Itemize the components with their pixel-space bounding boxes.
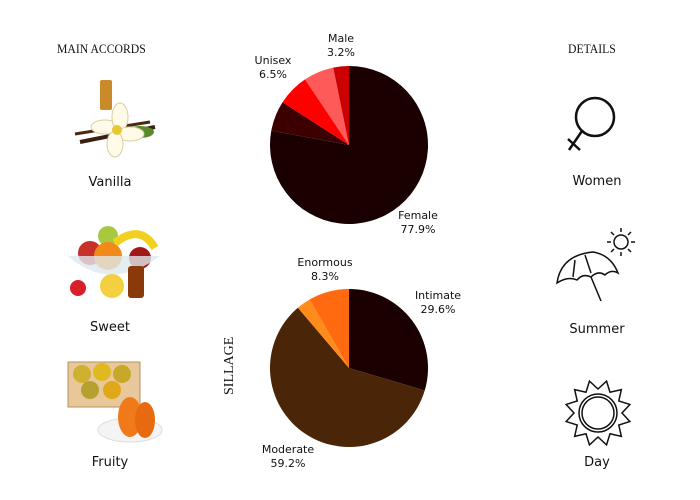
pie-label-intimate: Intimate 29.6% <box>408 289 468 317</box>
label-text: Unisex <box>254 54 292 67</box>
detail-women-label: Women <box>572 174 622 189</box>
umbrella-sun-icon <box>556 228 635 302</box>
female-symbol-icon <box>567 96 616 151</box>
pie-slice-moderate <box>270 307 425 447</box>
value-text: 3.2% <box>327 46 355 59</box>
value-text: 59.2% <box>270 457 306 470</box>
accord-sweet-label: Sweet <box>90 320 130 335</box>
pie-slice-unlabeled-3 <box>305 67 349 145</box>
pie-label-male: Male 3.2% <box>316 32 366 60</box>
papaya-crate-image <box>67 361 163 443</box>
label-text: Moderate <box>261 443 315 456</box>
pie-slice-male <box>333 66 349 145</box>
vanilla-flower-image <box>74 80 156 158</box>
detail-day-label: Day <box>584 455 610 470</box>
sun-icon <box>564 379 632 447</box>
accord-fruity-label: Fruity <box>91 455 129 470</box>
pie-label-female: Female 77.9% <box>393 209 443 237</box>
label-text: Female <box>398 209 438 222</box>
pie-label-unisex: Unisex 6.5% <box>248 54 298 82</box>
value-text: 8.3% <box>311 270 339 283</box>
value-text: 29.6% <box>420 303 456 316</box>
value-text: 6.5% <box>259 68 287 81</box>
pie-slice-unlabeled-1 <box>271 102 349 145</box>
label-text: Intimate <box>414 289 462 302</box>
label-text: Enormous <box>297 256 353 269</box>
pie-label-enormous: Enormous 8.3% <box>290 256 360 284</box>
main-accords-title: MAIN ACCORDS <box>57 41 146 56</box>
accord-vanilla-label: Vanilla <box>88 175 132 190</box>
pie-slice-intimate <box>349 289 428 391</box>
pie-label-moderate: Moderate 59.2% <box>258 443 318 471</box>
detail-summer-label: Summer <box>569 322 625 337</box>
pie-slice-enormous <box>309 289 349 368</box>
details-title: DETAILS <box>568 41 616 56</box>
sillage-title: SILLAGE <box>222 336 237 395</box>
label-text: Male <box>327 32 355 45</box>
value-text: 77.9% <box>400 223 436 236</box>
fruit-bowl-image <box>68 226 160 298</box>
pie-slice-unlabeled-2 <box>297 299 349 368</box>
pie-slice-unisex <box>282 79 349 145</box>
